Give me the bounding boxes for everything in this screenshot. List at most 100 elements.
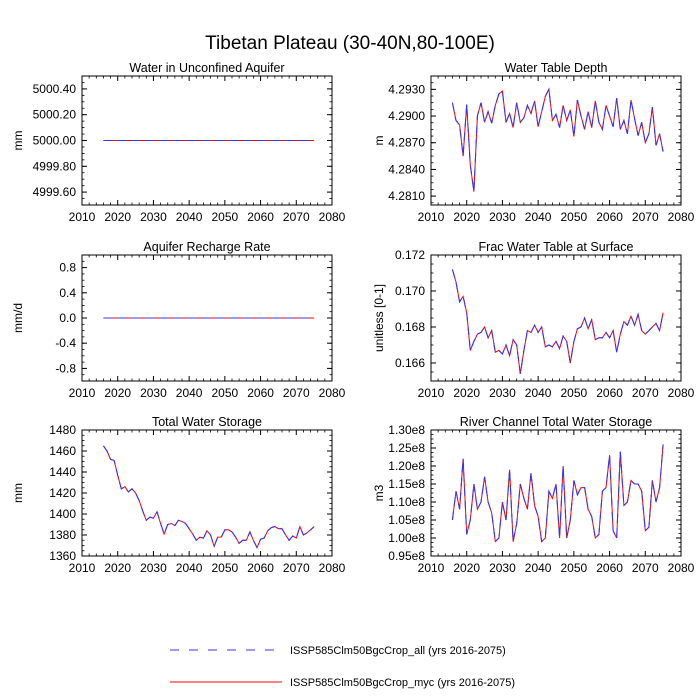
x-tick-label: 2060 bbox=[247, 210, 274, 224]
y-tick-label: 1360 bbox=[49, 549, 76, 563]
x-tick-label: 2040 bbox=[176, 210, 203, 224]
x-tick-label: 2040 bbox=[525, 386, 552, 400]
plot-frame bbox=[430, 254, 682, 382]
y-tick-label: 1.10e8 bbox=[388, 495, 425, 509]
y-tick-label: 5000.00 bbox=[33, 134, 77, 148]
figure-title: Tibetan Plateau (30-40N,80-100E) bbox=[205, 33, 495, 54]
y-tick-label: 1.20e8 bbox=[388, 459, 425, 473]
y-tick-label: -0.8 bbox=[55, 361, 76, 375]
x-tick-label: 2030 bbox=[489, 561, 516, 575]
y-axis-label: mm bbox=[11, 483, 25, 503]
y-tick-label: 0.172 bbox=[395, 248, 425, 262]
series-line-myc bbox=[451, 444, 664, 543]
series-line-all bbox=[451, 87, 664, 192]
x-tick-label: 2010 bbox=[69, 561, 96, 575]
plot-frame bbox=[430, 75, 682, 206]
panel-title: River Channel Total Water Storage bbox=[460, 415, 653, 429]
x-tick-label: 2040 bbox=[525, 561, 552, 575]
y-tick-label: 1.00e8 bbox=[388, 531, 425, 545]
y-axis-label: m3 bbox=[372, 484, 386, 501]
x-tick-label: 2030 bbox=[140, 561, 167, 575]
y-tick-label: 0.0 bbox=[59, 311, 76, 325]
y-axis-label: unitless [0-1] bbox=[372, 284, 386, 352]
x-tick-label: 2080 bbox=[668, 561, 695, 575]
y-tick-label: 1440 bbox=[49, 465, 76, 479]
panel-4: Frac Water Table at Surface 2010 2020 2030 2… bbox=[372, 240, 695, 400]
y-tick-label: 4999.60 bbox=[33, 185, 77, 199]
x-tick-label: 2020 bbox=[104, 386, 131, 400]
x-tick-label: 2020 bbox=[453, 210, 480, 224]
x-tick-label: 2070 bbox=[632, 210, 659, 224]
x-tick-label: 2030 bbox=[140, 386, 167, 400]
panel-1: Water in Unconfined Aquifer 2010 2020 2030 2… bbox=[11, 61, 346, 224]
x-tick-label: 2060 bbox=[596, 210, 623, 224]
x-tick-label: 2080 bbox=[319, 210, 346, 224]
x-tick-label: 2050 bbox=[561, 386, 588, 400]
y-tick-label: 1.30e8 bbox=[388, 423, 425, 437]
panel-2: Water Table Depth 2010 2020 2030 2040 2050 206… bbox=[372, 61, 695, 224]
panel-title: Total Water Storage bbox=[152, 415, 262, 429]
series-line-myc bbox=[102, 445, 315, 549]
panel-6: River Channel Total Water Storage 2010 202… bbox=[372, 415, 695, 575]
panels: Water in Unconfined Aquifer 2010 2020 2030 2… bbox=[11, 61, 695, 575]
y-tick-label: 1.05e8 bbox=[388, 513, 425, 527]
y-tick-label: 1400 bbox=[49, 507, 76, 521]
x-tick-label: 2060 bbox=[247, 386, 274, 400]
x-tick-label: 2040 bbox=[176, 561, 203, 575]
legend-label-myc: ISSP585Clm50BgcCrop_myc (yrs 2016-2075) bbox=[290, 677, 515, 689]
x-tick-label: 2060 bbox=[596, 386, 623, 400]
y-axis-label: m bbox=[372, 136, 386, 146]
y-tick-label: 1.15e8 bbox=[388, 477, 425, 491]
x-tick-label: 2010 bbox=[69, 386, 96, 400]
x-tick-label: 2040 bbox=[176, 386, 203, 400]
x-tick-label: 2080 bbox=[668, 210, 695, 224]
y-tick-label: 5000.20 bbox=[33, 108, 77, 122]
x-tick-label: 2020 bbox=[104, 561, 131, 575]
y-tick-label: 1460 bbox=[49, 444, 76, 458]
panel-title: Water Table Depth bbox=[505, 61, 608, 75]
series-line-all bbox=[102, 445, 315, 549]
x-tick-label: 2030 bbox=[489, 210, 516, 224]
plot-frame bbox=[430, 429, 682, 557]
x-tick-label: 2060 bbox=[596, 561, 623, 575]
x-tick-label: 2010 bbox=[69, 210, 96, 224]
y-tick-label: 0.95e8 bbox=[388, 549, 425, 563]
legend: ISSP585Clm50BgcCrop_all (yrs 2016-2075) I… bbox=[170, 645, 515, 689]
y-tick-label: 0.170 bbox=[395, 284, 425, 298]
x-tick-label: 2050 bbox=[212, 561, 239, 575]
x-tick-label: 2050 bbox=[561, 210, 588, 224]
y-tick-label: 0.8 bbox=[59, 261, 76, 275]
x-tick-label: 2030 bbox=[140, 210, 167, 224]
panel-title: Aquifer Recharge Rate bbox=[143, 240, 270, 254]
x-tick-label: 2010 bbox=[418, 210, 445, 224]
y-tick-label: 1380 bbox=[49, 528, 76, 542]
y-tick-label: 1.25e8 bbox=[388, 441, 425, 455]
series-line-all bbox=[451, 269, 664, 374]
y-axis-label: mm/d bbox=[11, 303, 25, 333]
y-tick-label: 4999.80 bbox=[33, 159, 77, 173]
x-tick-label: 2050 bbox=[561, 561, 588, 575]
x-tick-label: 2020 bbox=[453, 386, 480, 400]
y-tick-label: 0.166 bbox=[395, 356, 425, 370]
y-tick-label: 0.4 bbox=[59, 286, 76, 300]
panel-3: Aquifer Recharge Rate 2010 2020 2030 2040 205… bbox=[11, 240, 346, 400]
y-tick-label: 4.2840 bbox=[388, 162, 425, 176]
y-tick-label: 4.2900 bbox=[388, 109, 425, 123]
x-tick-label: 2050 bbox=[212, 386, 239, 400]
y-tick-label: -0.4 bbox=[55, 336, 76, 350]
x-tick-label: 2080 bbox=[319, 386, 346, 400]
panel-title: Frac Water Table at Surface bbox=[479, 240, 634, 254]
x-tick-label: 2070 bbox=[632, 561, 659, 575]
x-tick-label: 2040 bbox=[525, 210, 552, 224]
x-tick-label: 2020 bbox=[104, 210, 131, 224]
y-axis-label: mm bbox=[11, 131, 25, 151]
x-tick-label: 2070 bbox=[283, 210, 310, 224]
x-tick-label: 2010 bbox=[418, 386, 445, 400]
x-tick-label: 2080 bbox=[319, 561, 346, 575]
series-line-myc bbox=[451, 269, 664, 374]
x-tick-label: 2060 bbox=[247, 561, 274, 575]
panel-5: Total Water Storage 2010 2020 2030 2040 2050 2… bbox=[11, 415, 346, 575]
series-line-all bbox=[451, 444, 664, 543]
x-tick-label: 2070 bbox=[283, 386, 310, 400]
